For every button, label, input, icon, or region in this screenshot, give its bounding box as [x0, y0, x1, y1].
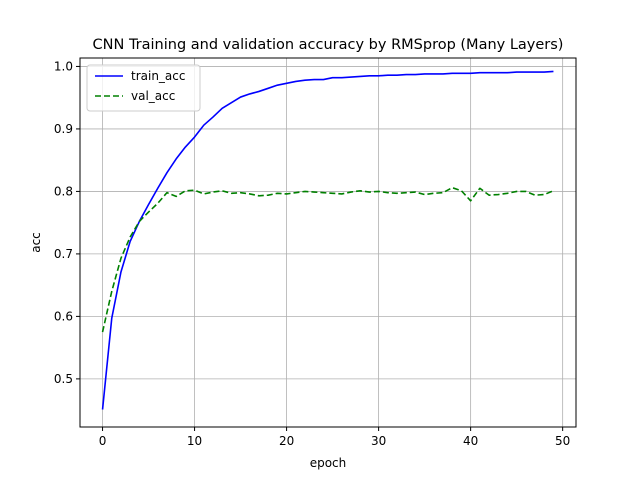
series-layer [101, 70, 554, 410]
y-tick-label: 0.9 [54, 122, 73, 136]
legend-label-val-acc: val_acc [131, 89, 175, 103]
series-line-train-acc [101, 70, 554, 410]
chart-title: CNN Training and validation accuracy by … [93, 37, 564, 53]
x-tick-label: 30 [371, 434, 386, 448]
y-tick-label: 0.7 [54, 247, 73, 261]
y-axis-title: acc [29, 232, 43, 253]
legend: train_acc val_acc [86, 64, 201, 112]
y-tick-label: 0.5 [54, 372, 73, 386]
x-tick-label: 0 [99, 434, 107, 448]
y-tick-label: 1.0 [54, 59, 73, 73]
plot-frame [79, 57, 577, 428]
x-tick-label: 40 [463, 434, 478, 448]
x-tick-label: 20 [279, 434, 294, 448]
x-tick-label: 10 [187, 434, 202, 448]
y-tick-label: 0.8 [54, 184, 73, 198]
legend-label-train-acc: train_acc [131, 69, 185, 83]
axis-ticks: 0 10 20 30 40 50 0.5 0.6 0.7 0.8 0.9 1.0 [54, 59, 570, 448]
x-axis-title: epoch [310, 456, 347, 470]
y-tick-label: 0.6 [54, 309, 73, 323]
x-tick-label: 50 [555, 434, 570, 448]
grid [80, 58, 576, 427]
